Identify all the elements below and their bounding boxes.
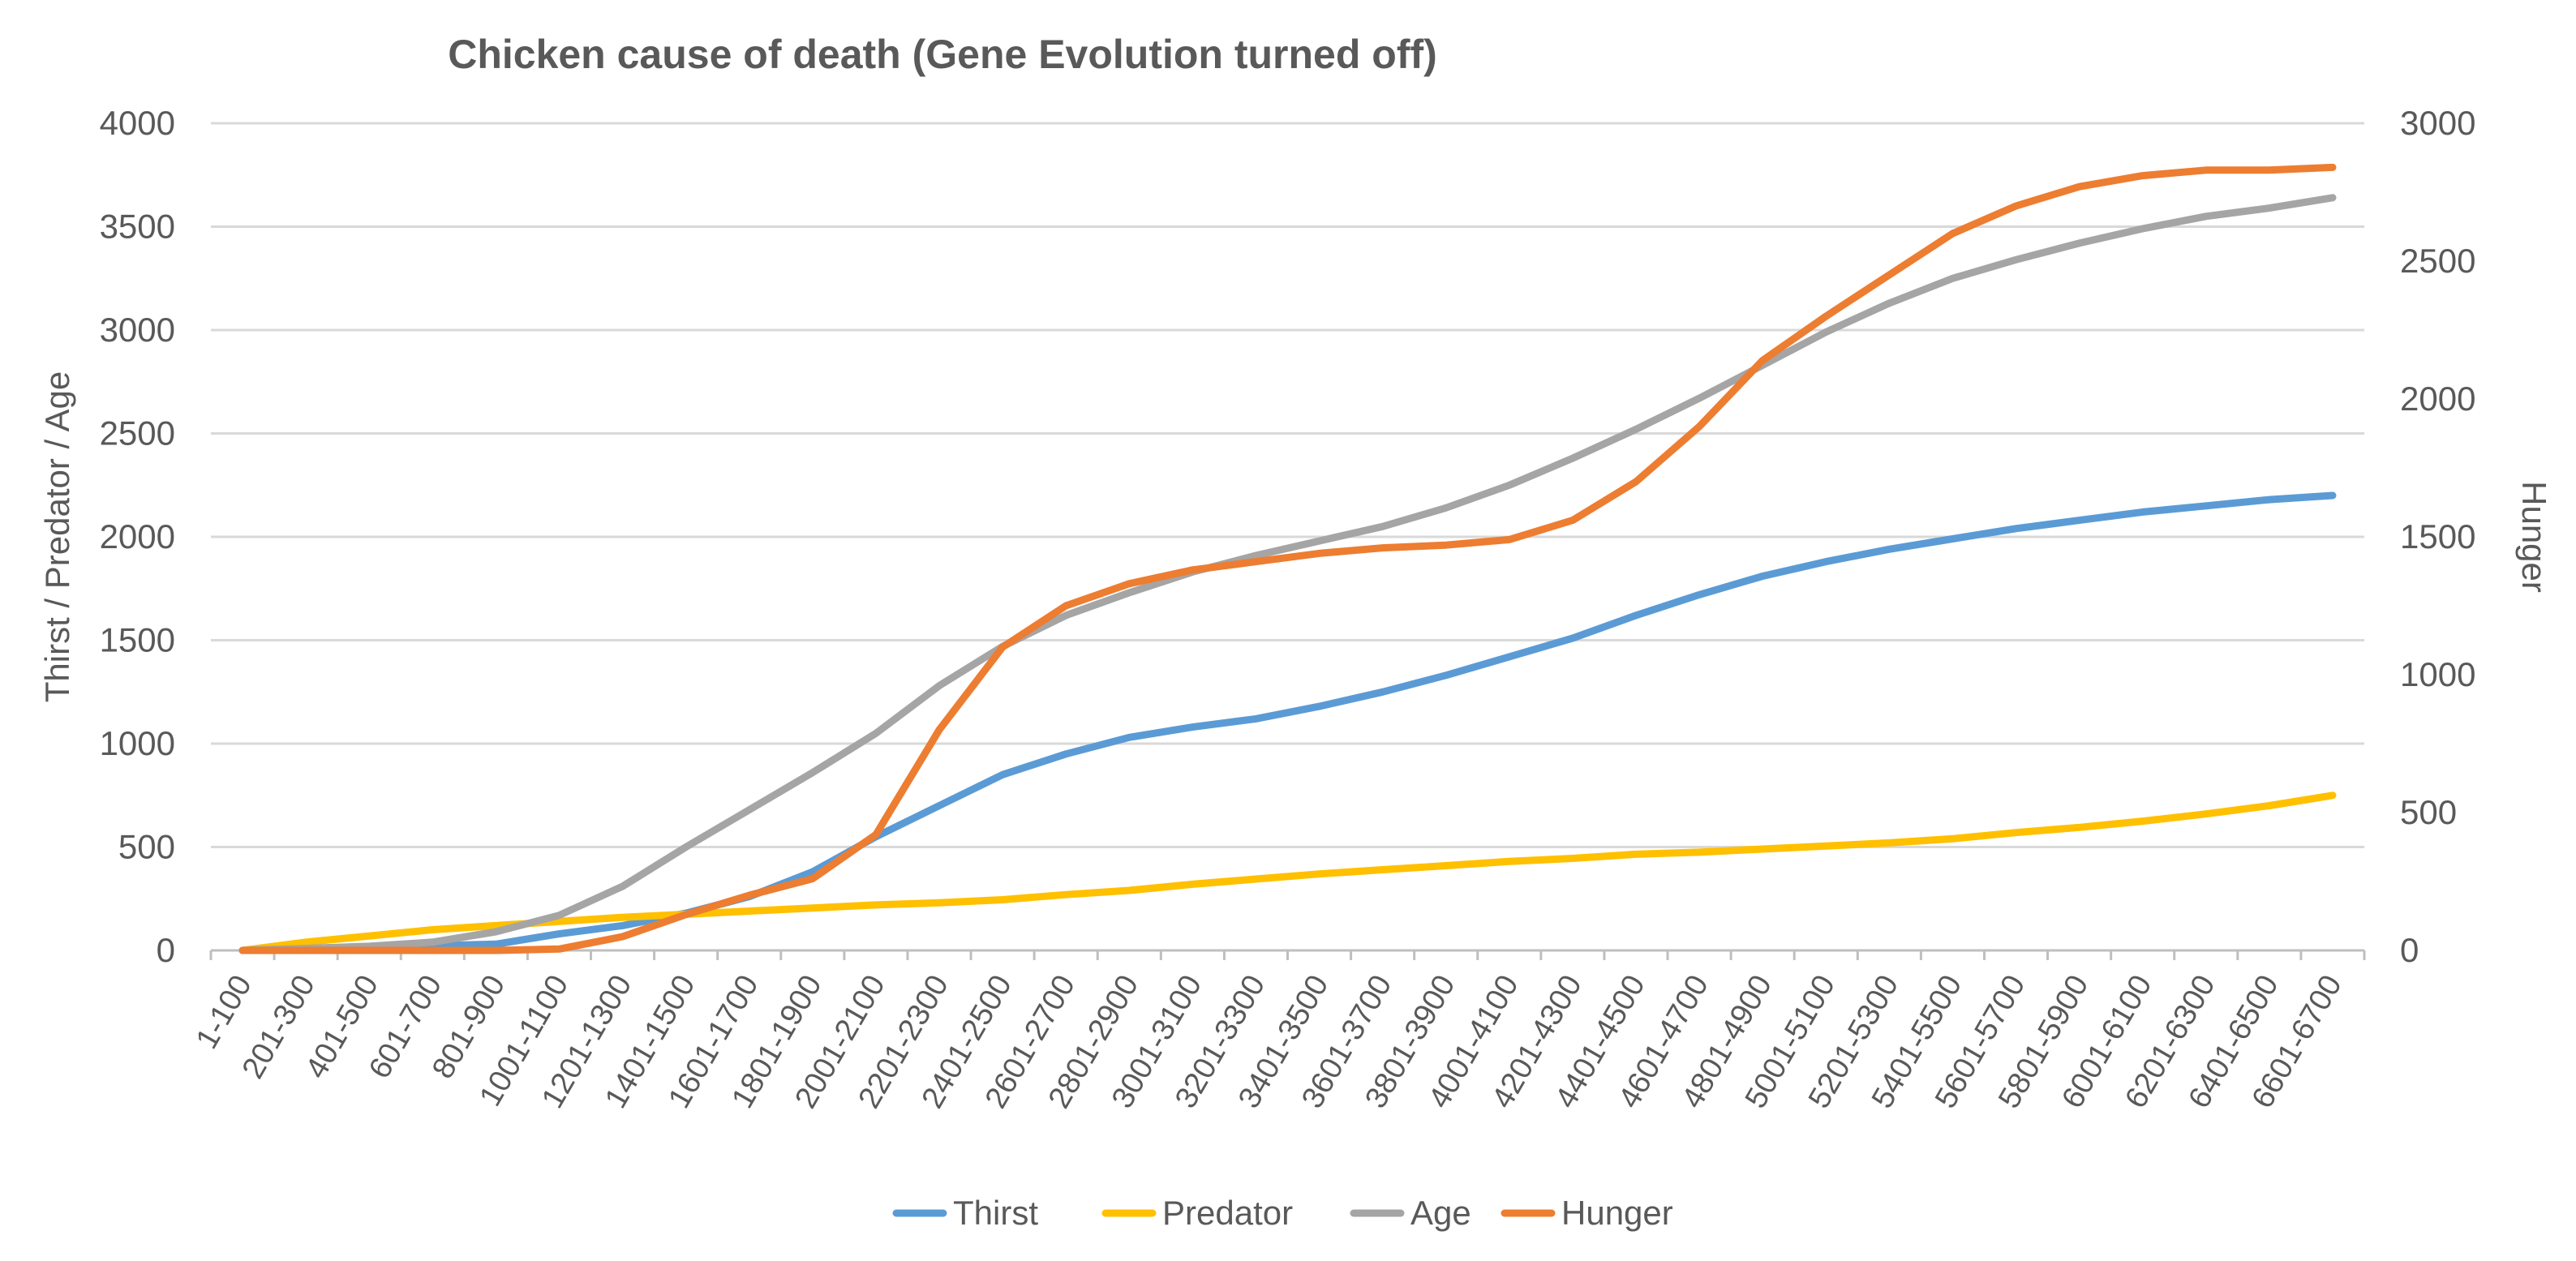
series-line-hunger <box>238 163 2337 954</box>
legend-label-hunger: Hunger <box>1561 1194 1673 1232</box>
right-tick-label: 2000 <box>2400 380 2475 418</box>
series-line-thirst <box>238 491 2337 954</box>
right-tick-label: 0 <box>2400 931 2419 969</box>
legend-label-thirst: Thirst <box>953 1194 1038 1232</box>
chart-title: Chicken cause of death (Gene Evolution t… <box>448 32 1437 77</box>
left-tick-label: 4000 <box>100 104 175 142</box>
series-line-age <box>238 194 2337 954</box>
left-tick-label: 2000 <box>100 517 175 555</box>
left-tick-label: 3500 <box>100 208 175 246</box>
x-tick-label: 1-100 <box>190 970 259 1055</box>
right-axis-ticks: 0 500 1000 1500 2000 2500 3000 <box>2400 104 2475 969</box>
right-tick-label: 3000 <box>2400 104 2475 142</box>
series-lines <box>238 163 2337 954</box>
gridlines <box>211 122 2364 952</box>
left-axis-title: Thirst / Predator / Age <box>38 371 76 703</box>
left-axis-ticks: 0 500 1000 1500 2000 2500 3000 3500 4000 <box>100 104 175 969</box>
right-axis-title: Hunger <box>2515 481 2553 593</box>
left-tick-label: 1000 <box>100 724 175 762</box>
legend: Thirst Predator Age Hunger <box>892 1194 1673 1232</box>
left-tick-label: 0 <box>157 931 175 969</box>
right-tick-label: 500 <box>2400 793 2457 831</box>
left-tick-label: 2500 <box>100 414 175 453</box>
left-tick-label: 3000 <box>100 311 175 349</box>
right-tick-label: 2500 <box>2400 242 2475 280</box>
right-tick-label: 1500 <box>2400 517 2475 555</box>
left-tick-label: 500 <box>118 828 175 866</box>
left-tick-label: 1500 <box>100 621 175 659</box>
x-axis-ticks: 1-100201-300401-500601-700801-9001001-11… <box>190 950 2366 1114</box>
legend-label-predator: Predator <box>1162 1194 1293 1232</box>
right-tick-label: 1000 <box>2400 655 2475 693</box>
series-line-predator <box>238 791 2337 954</box>
legend-label-age: Age <box>1410 1194 1471 1232</box>
